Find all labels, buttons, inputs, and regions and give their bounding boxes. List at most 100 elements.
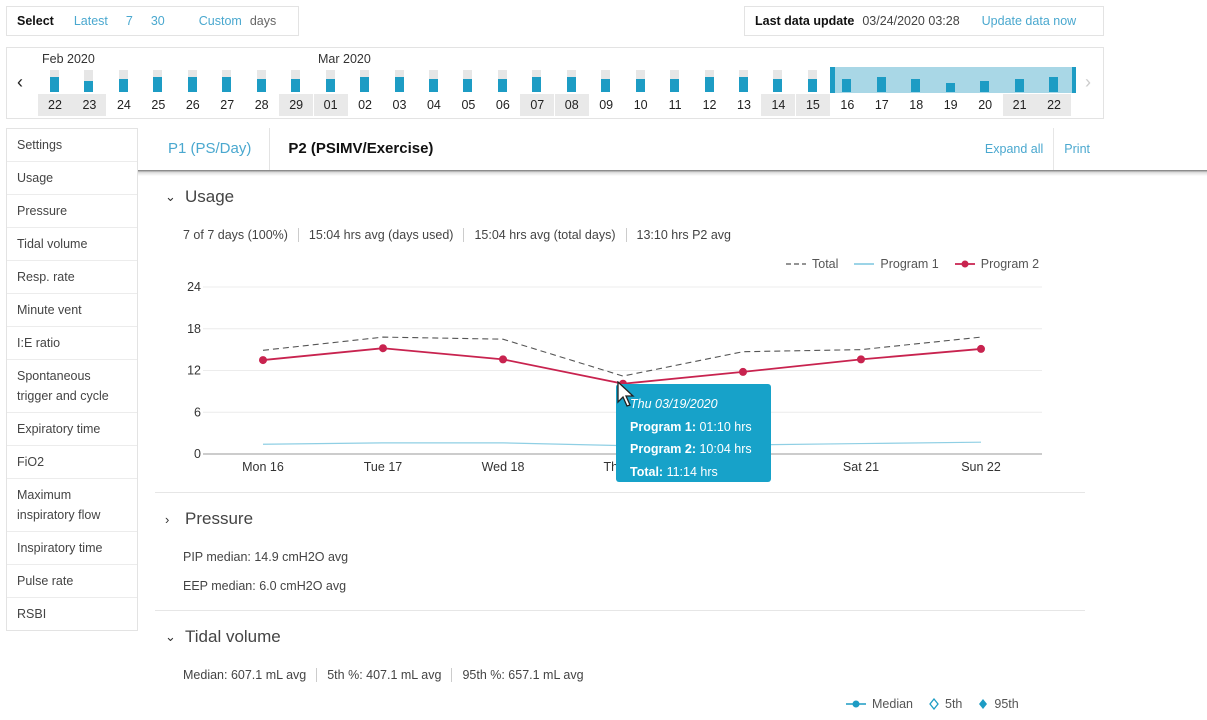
legend-median[interactable]: Median bbox=[846, 697, 913, 711]
day-number: 04 bbox=[426, 98, 441, 112]
series-line-program-2 bbox=[262, 347, 982, 385]
timeline-day[interactable]: 14 bbox=[761, 68, 796, 118]
sidebar-item-tidal-volume[interactable]: Tidal volume bbox=[7, 228, 137, 261]
usage-title: Usage bbox=[185, 187, 235, 206]
timeline-day[interactable]: 19 bbox=[934, 68, 968, 118]
tab-divider bbox=[1053, 128, 1055, 170]
data-point-program-2 bbox=[977, 344, 985, 353]
sidebar-item-maximum-inspiratory-flow[interactable]: Maximum inspiratory flow bbox=[7, 479, 137, 532]
line-icon bbox=[854, 263, 875, 265]
day-number: 28 bbox=[254, 98, 269, 112]
day-number: 03 bbox=[392, 98, 407, 112]
data-point-program-2 bbox=[259, 356, 267, 365]
range-30-option[interactable]: 30 bbox=[150, 14, 165, 28]
day-number: 18 bbox=[909, 98, 924, 112]
x-tick-label: Tue 17 bbox=[364, 460, 403, 474]
legend-95th[interactable]: 95th bbox=[978, 697, 1019, 711]
diamond-outline-icon bbox=[929, 698, 939, 710]
timeline-day[interactable]: 02 bbox=[348, 68, 382, 118]
day-usage-bar bbox=[50, 76, 59, 92]
tab-p1[interactable]: P1 (PS/Day) bbox=[168, 140, 252, 157]
tidal-section-header[interactable]: ⌄ Tidal volume bbox=[165, 627, 281, 647]
sidebar-item-inspiratory-time[interactable]: Inspiratory time bbox=[7, 532, 137, 565]
update-data-now-link[interactable]: Update data now bbox=[981, 14, 1077, 28]
sidebar-item-pulse-rate[interactable]: Pulse rate bbox=[7, 565, 137, 598]
timeline-day[interactable]: 09 bbox=[589, 68, 623, 118]
timeline-day[interactable]: 03 bbox=[383, 68, 417, 118]
timeline-day[interactable]: 20 bbox=[968, 68, 1002, 118]
tab-p2[interactable]: P2 (PSIMV/Exercise) bbox=[269, 128, 451, 170]
legend-5th[interactable]: 5th bbox=[929, 697, 962, 711]
day-number: 17 bbox=[874, 98, 889, 112]
day-number: 12 bbox=[702, 98, 717, 112]
tidal-stats: Median: 607.1 mL avg 5th %: 407.1 mL avg… bbox=[183, 668, 594, 682]
sidebar-item-spontaneous-trigger-and-cycle[interactable]: Spontaneous trigger and cycle bbox=[7, 360, 137, 413]
timeline-day[interactable]: 29 bbox=[279, 68, 314, 118]
timeline-day[interactable]: 18 bbox=[899, 68, 933, 118]
sidebar-item-minute-vent[interactable]: Minute vent bbox=[7, 294, 137, 327]
print-link[interactable]: Print bbox=[1064, 142, 1090, 156]
timeline-day[interactable]: 21 bbox=[1002, 68, 1037, 118]
timeline-day[interactable]: 11 bbox=[658, 68, 692, 118]
timeline-day[interactable]: 12 bbox=[693, 68, 727, 118]
timeline-day[interactable]: 13 bbox=[727, 68, 761, 118]
latest-option[interactable]: Latest bbox=[73, 14, 108, 28]
sidebar-item-resp-rate[interactable]: Resp. rate bbox=[7, 261, 137, 294]
day-usage-bar bbox=[1014, 78, 1024, 92]
timeline-day[interactable]: 01 bbox=[313, 68, 348, 118]
day-usage-bar bbox=[153, 76, 163, 92]
timeline-prev-icon[interactable]: ‹ bbox=[17, 72, 23, 92]
legend-program1[interactable]: Program 1 bbox=[854, 257, 939, 271]
x-tick-label: Sat 21 bbox=[843, 460, 879, 474]
timeline-day[interactable]: 15 bbox=[795, 68, 830, 118]
days-label: days bbox=[249, 14, 277, 28]
data-point-program-2 bbox=[739, 367, 747, 376]
timeline-day[interactable]: 10 bbox=[624, 68, 658, 118]
timeline-day[interactable]: 28 bbox=[245, 68, 279, 118]
sidebar-item-i-e-ratio[interactable]: I:E ratio bbox=[7, 327, 137, 360]
timeline-day[interactable]: 26 bbox=[176, 68, 210, 118]
sidebar-item-pressure[interactable]: Pressure bbox=[7, 195, 137, 228]
day-usage-bar bbox=[704, 76, 714, 92]
legend-program2[interactable]: Program 2 bbox=[954, 257, 1039, 271]
timeline-day[interactable]: 23 bbox=[72, 68, 107, 118]
sidebar-item-fio2[interactable]: FiO2 bbox=[7, 446, 137, 479]
usage-section-header[interactable]: ⌄ Usage bbox=[165, 187, 234, 207]
pip-median: PIP median: 14.9 cmH2O avg bbox=[183, 550, 349, 564]
day-usage-bar bbox=[222, 76, 232, 92]
timeline-day[interactable]: 16 bbox=[830, 68, 864, 118]
timeline-day[interactable]: 05 bbox=[451, 68, 485, 118]
timeline-next-icon[interactable]: › bbox=[1085, 72, 1091, 92]
sidebar-item-expiratory-time[interactable]: Expiratory time bbox=[7, 413, 137, 446]
eep-median: EEP median: 6.0 cmH2O avg bbox=[183, 579, 347, 593]
range-7-option[interactable]: 7 bbox=[125, 14, 133, 28]
timeline-day[interactable]: 04 bbox=[417, 68, 451, 118]
last-update-label: Last data update bbox=[755, 14, 855, 28]
timeline-day[interactable]: 27 bbox=[210, 68, 244, 118]
data-point-program-2 bbox=[379, 344, 387, 353]
tabs-shadow-divider bbox=[138, 170, 1207, 176]
tooltip-total-value: 11:14 hrs bbox=[666, 464, 718, 479]
timeline-day[interactable]: 17 bbox=[865, 68, 899, 118]
tooltip-p1-value: 01:10 hrs bbox=[699, 419, 752, 434]
timeline-day[interactable]: 07 bbox=[520, 68, 555, 118]
custom-option[interactable]: Custom bbox=[198, 14, 242, 28]
timeline-day[interactable]: 06 bbox=[486, 68, 520, 118]
day-number: 25 bbox=[151, 98, 166, 112]
sidebar-item-rsbi[interactable]: RSBI bbox=[17, 607, 47, 621]
y-tick-label: 24 bbox=[187, 280, 201, 294]
mouse-cursor-icon bbox=[617, 381, 635, 407]
expand-all-link[interactable]: Expand all bbox=[984, 142, 1044, 156]
timeline-day[interactable]: 25 bbox=[141, 68, 175, 118]
day-usage-bar bbox=[394, 76, 404, 92]
sidebar-item-settings[interactable]: Settings bbox=[7, 129, 137, 162]
day-usage-bar bbox=[84, 81, 94, 92]
timeline-day[interactable]: 22 bbox=[1037, 68, 1072, 118]
tooltip-total-label: Total: bbox=[630, 464, 664, 479]
sidebar-item-usage[interactable]: Usage bbox=[7, 162, 137, 195]
timeline-day[interactable]: 08 bbox=[554, 68, 589, 118]
timeline-day[interactable]: 22 bbox=[38, 68, 72, 118]
legend-total[interactable]: Total bbox=[786, 257, 838, 271]
pressure-section-header[interactable]: › Pressure bbox=[165, 509, 253, 529]
timeline-day[interactable]: 24 bbox=[107, 68, 141, 118]
